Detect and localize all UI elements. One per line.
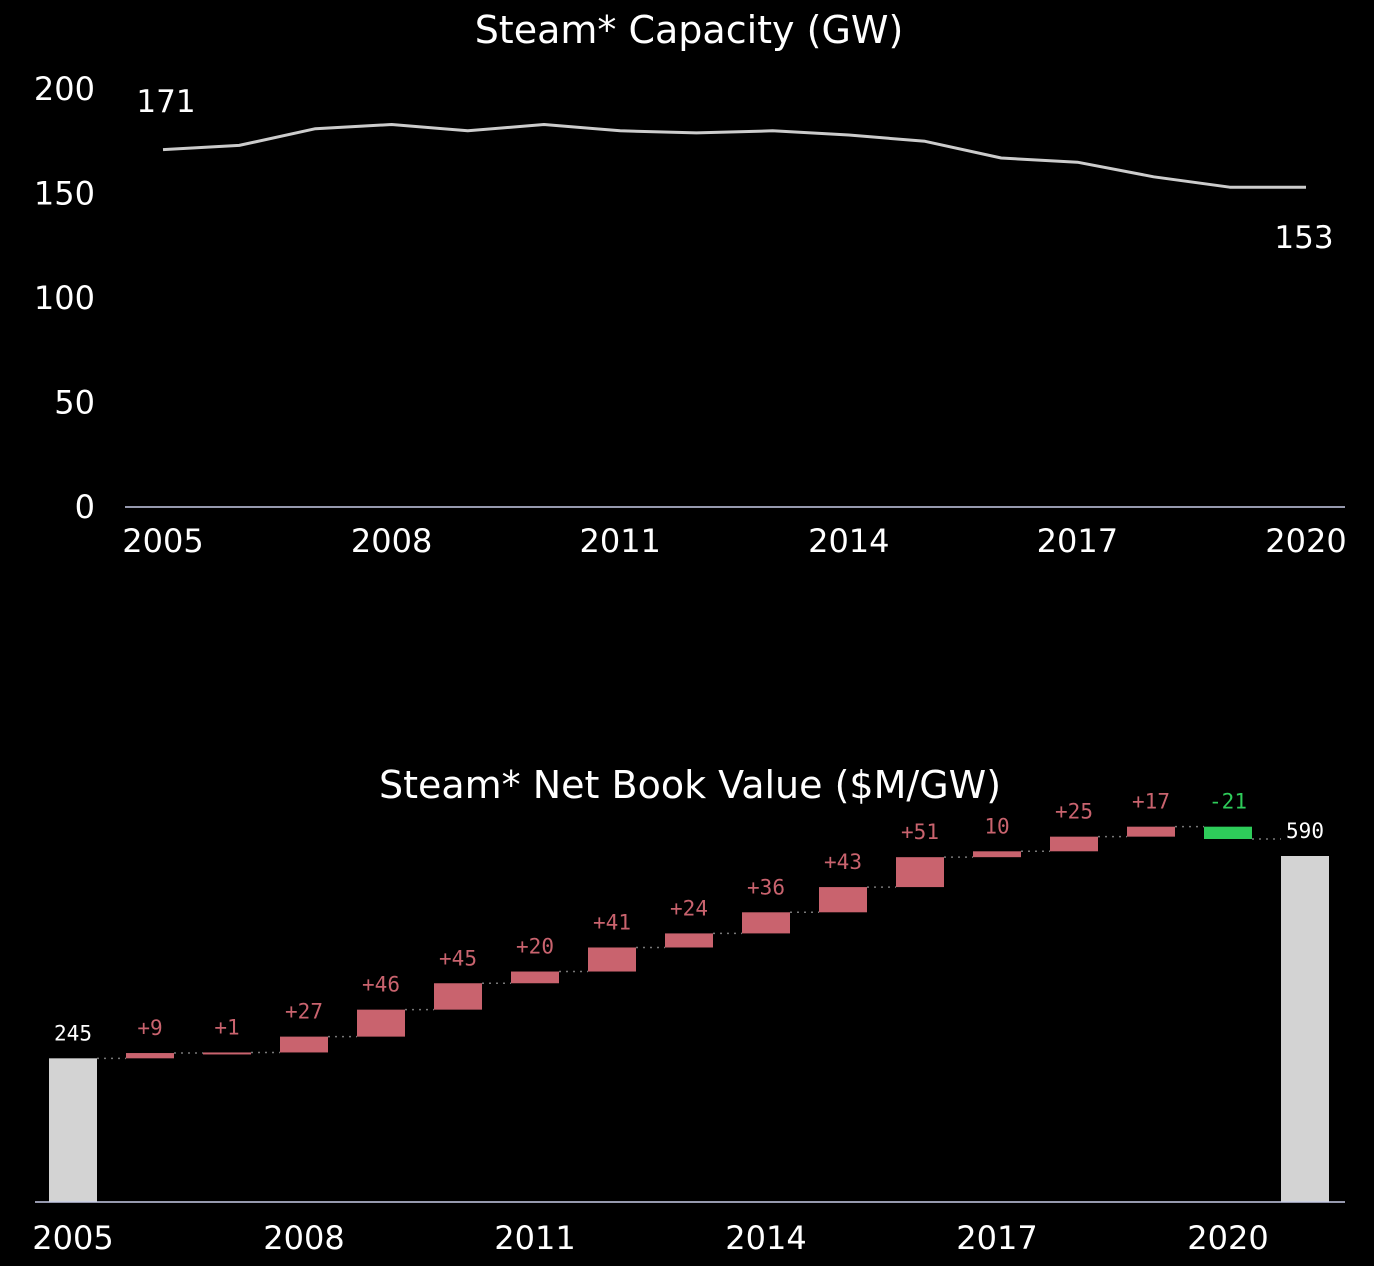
nbv-delta-bar [896, 857, 944, 888]
nbv-delta-label: +24 [670, 896, 708, 920]
nbv-delta-label: +51 [901, 820, 939, 844]
nbv-delta-bar [280, 1036, 328, 1053]
nbv-delta-label: +20 [516, 935, 554, 959]
nbv-x-tick: 2020 [1187, 1219, 1268, 1257]
nbv-delta-bar [665, 933, 713, 948]
nbv-delta-bar [357, 1009, 405, 1037]
nbv-delta-bar [203, 1052, 251, 1055]
nbv-delta-label: +17 [1132, 790, 1170, 814]
nbv-delta-label: +43 [824, 850, 862, 874]
capacity-y-tick: 150 [34, 175, 95, 213]
capacity-x-tick: 2020 [1265, 522, 1346, 560]
capacity-start-label: 171 [136, 84, 195, 120]
nbv-delta-label: +27 [285, 1000, 323, 1024]
nbv-delta-bar [588, 947, 636, 972]
nbv-start-bar [49, 1058, 97, 1202]
capacity-y-tick: 50 [54, 384, 95, 422]
nbv-delta-bar [973, 851, 1021, 858]
nbv-delta-bar [126, 1053, 174, 1059]
nbv-delta-bar [1127, 826, 1175, 837]
capacity-y-tick: 100 [34, 279, 95, 317]
nbv-delta-label: +9 [137, 1016, 162, 1040]
capacity-x-tick: 2011 [579, 522, 660, 560]
nbv-chart-title: Steam* Net Book Value ($M/GW) [379, 763, 1001, 807]
capacity-x-tick: 2014 [808, 522, 889, 560]
capacity-series-line [162, 123, 1306, 189]
nbv-delta-bar [434, 983, 482, 1010]
capacity-chart-title: Steam* Capacity (GW) [475, 8, 904, 52]
nbv-delta-label: +36 [747, 875, 785, 899]
nbv-delta-label: +1 [214, 1015, 239, 1039]
nbv-delta-label: -21 [1209, 790, 1247, 814]
capacity-x-tick: 2008 [351, 522, 432, 560]
nbv-x-tick: 2017 [956, 1219, 1037, 1257]
nbv-x-tick: 2008 [263, 1219, 344, 1257]
capacity-x-tick: 2005 [122, 522, 203, 560]
nbv-delta-label: +41 [593, 910, 631, 934]
nbv-delta-bar [511, 971, 559, 984]
capacity-y-tick: 0 [75, 488, 95, 526]
nbv-x-tick: 2014 [725, 1219, 806, 1257]
nbv-end-bar [1281, 856, 1329, 1202]
nbv-delta-label: +45 [439, 946, 477, 970]
nbv-x-tick: 2005 [32, 1219, 113, 1257]
capacity-end-label: 153 [1274, 220, 1333, 256]
nbv-end-label: 590 [1286, 819, 1324, 843]
nbv-delta-label: +46 [362, 973, 400, 997]
nbv-delta-label: 10 [984, 814, 1009, 838]
nbv-delta-bar [1204, 826, 1252, 839]
nbv-start-label: 245 [54, 1021, 92, 1045]
capacity-x-tick: 2017 [1037, 522, 1118, 560]
nbv-delta-bar [742, 912, 790, 934]
nbv-delta-bar [1050, 836, 1098, 852]
nbv-delta-bar [819, 887, 867, 913]
nbv-x-tick: 2011 [494, 1219, 575, 1257]
nbv-delta-label: +25 [1055, 800, 1093, 824]
capacity-y-tick: 200 [34, 70, 95, 108]
